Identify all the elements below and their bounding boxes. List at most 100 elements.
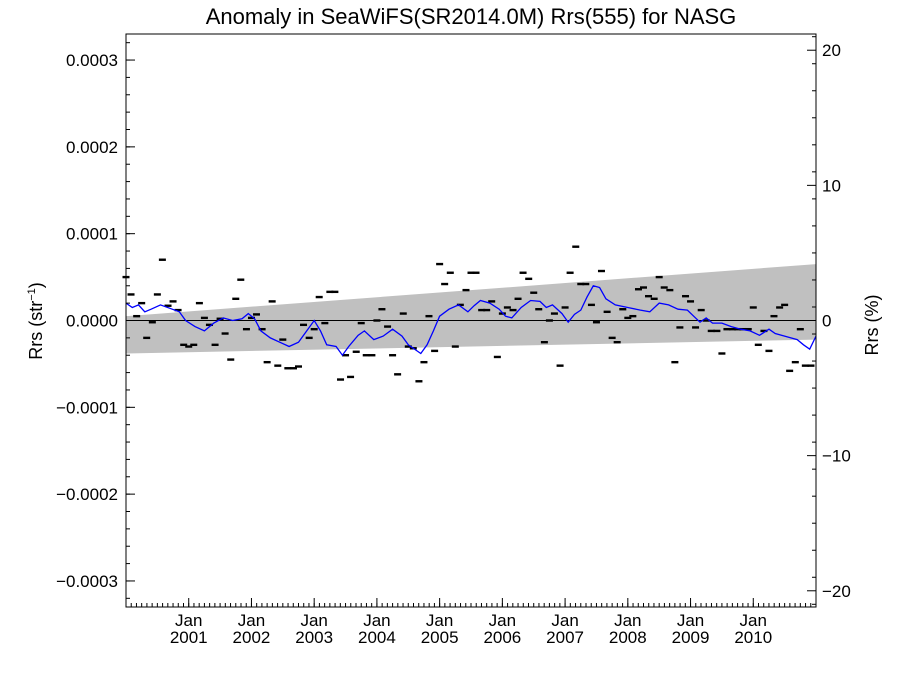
data-point (404, 345, 412, 348)
data-point (211, 343, 219, 347)
x-tick-label-month: Jan (740, 611, 767, 630)
data-point (399, 312, 407, 315)
y2-tick-label: −10 (822, 447, 851, 466)
data-point (274, 364, 282, 367)
x-tick-label-month: Jan (677, 611, 704, 630)
data-point (143, 336, 151, 340)
data-point (456, 303, 464, 307)
data-point (682, 294, 690, 298)
data-point (509, 308, 517, 312)
data-point (592, 321, 600, 324)
y-tick-label: 0.0003 (66, 51, 118, 70)
data-point (754, 343, 762, 347)
data-point (373, 319, 381, 322)
data-point (331, 290, 339, 294)
x-tick-label-month: Jan (489, 611, 516, 630)
data-point (289, 367, 297, 370)
data-point (467, 271, 475, 274)
data-point (425, 314, 433, 318)
data-point (190, 343, 198, 347)
data-point (587, 303, 595, 307)
data-point (321, 321, 329, 325)
data-point (263, 360, 271, 364)
x-tick-label-month: Jan (614, 611, 641, 630)
data-point (441, 282, 449, 286)
data-point (247, 316, 255, 320)
x-tick-label-month: Jan (426, 611, 453, 630)
data-point (195, 301, 203, 305)
data-point (687, 300, 695, 303)
x-tick-label-year: 2001 (170, 628, 208, 647)
data-point (185, 345, 193, 348)
data-point (216, 317, 224, 320)
data-point (781, 303, 789, 307)
data-point (697, 308, 705, 312)
y-tick-label: 0.0000 (66, 312, 118, 331)
data-point (138, 301, 146, 305)
data-point (205, 323, 213, 327)
data-point (582, 282, 590, 286)
data-point (796, 327, 804, 331)
data-point (431, 349, 439, 353)
data-point (723, 327, 731, 331)
data-point (619, 308, 627, 311)
ticks-layer: 0.0003 0.0002 0.0001 0.0000 −0.0001 −0.0002 −0… (56, 36, 851, 647)
data-point (749, 306, 757, 309)
data-point (566, 271, 574, 274)
x-tick-label-year: 2003 (295, 628, 333, 647)
data-point (483, 308, 491, 312)
data-point (629, 314, 637, 318)
data-point (362, 354, 370, 357)
data-point (493, 355, 501, 359)
data-point (305, 336, 313, 340)
x-tick-label-year: 2006 (483, 628, 521, 647)
x-tick-label-month: Jan (238, 611, 265, 630)
data-point (676, 326, 684, 329)
data-point (608, 336, 616, 340)
data-point (295, 365, 302, 368)
data-point (169, 300, 177, 303)
data-point (488, 300, 496, 303)
y-tick-label: 0.0002 (66, 138, 118, 157)
data-point (530, 291, 538, 294)
data-point (133, 314, 141, 318)
data-point (174, 308, 182, 312)
data-point (561, 306, 569, 309)
data-point (384, 325, 392, 328)
data-point (718, 352, 726, 355)
data-point (634, 288, 642, 291)
y2-tick-label: 0 (822, 312, 831, 331)
chart-title: Anomaly in SeaWiFS(SR2014.0M) Rrs(555) f… (206, 4, 737, 29)
data-point (127, 293, 135, 296)
data-point (478, 308, 486, 312)
running-mean-layer (125, 285, 817, 357)
x-tick-label-month: Jan (175, 611, 202, 630)
data-point (227, 358, 235, 361)
data-point (394, 373, 402, 376)
running-mean-line (125, 285, 817, 357)
data-point (671, 360, 679, 364)
data-point (389, 354, 397, 357)
data-point (242, 327, 250, 331)
data-point (446, 271, 454, 274)
x-tick-label-month: Jan (363, 611, 390, 630)
x-tick-label-year: 2009 (672, 628, 710, 647)
x-tick-label-year: 2007 (546, 628, 584, 647)
data-point (378, 308, 386, 311)
data-point (577, 282, 585, 286)
data-point (655, 275, 663, 279)
data-point (342, 354, 350, 357)
data-point (650, 297, 658, 300)
data-point (368, 354, 376, 357)
data-point (776, 306, 784, 309)
data-point (765, 349, 773, 353)
data-point (734, 327, 742, 331)
data-point (707, 329, 715, 333)
data-point (760, 329, 768, 333)
data-point (540, 341, 548, 344)
data-point (525, 277, 533, 281)
y-axis-label: Rrs (str−1) (26, 282, 46, 360)
data-point (801, 364, 809, 367)
data-point (472, 271, 480, 274)
data-point (180, 343, 188, 347)
